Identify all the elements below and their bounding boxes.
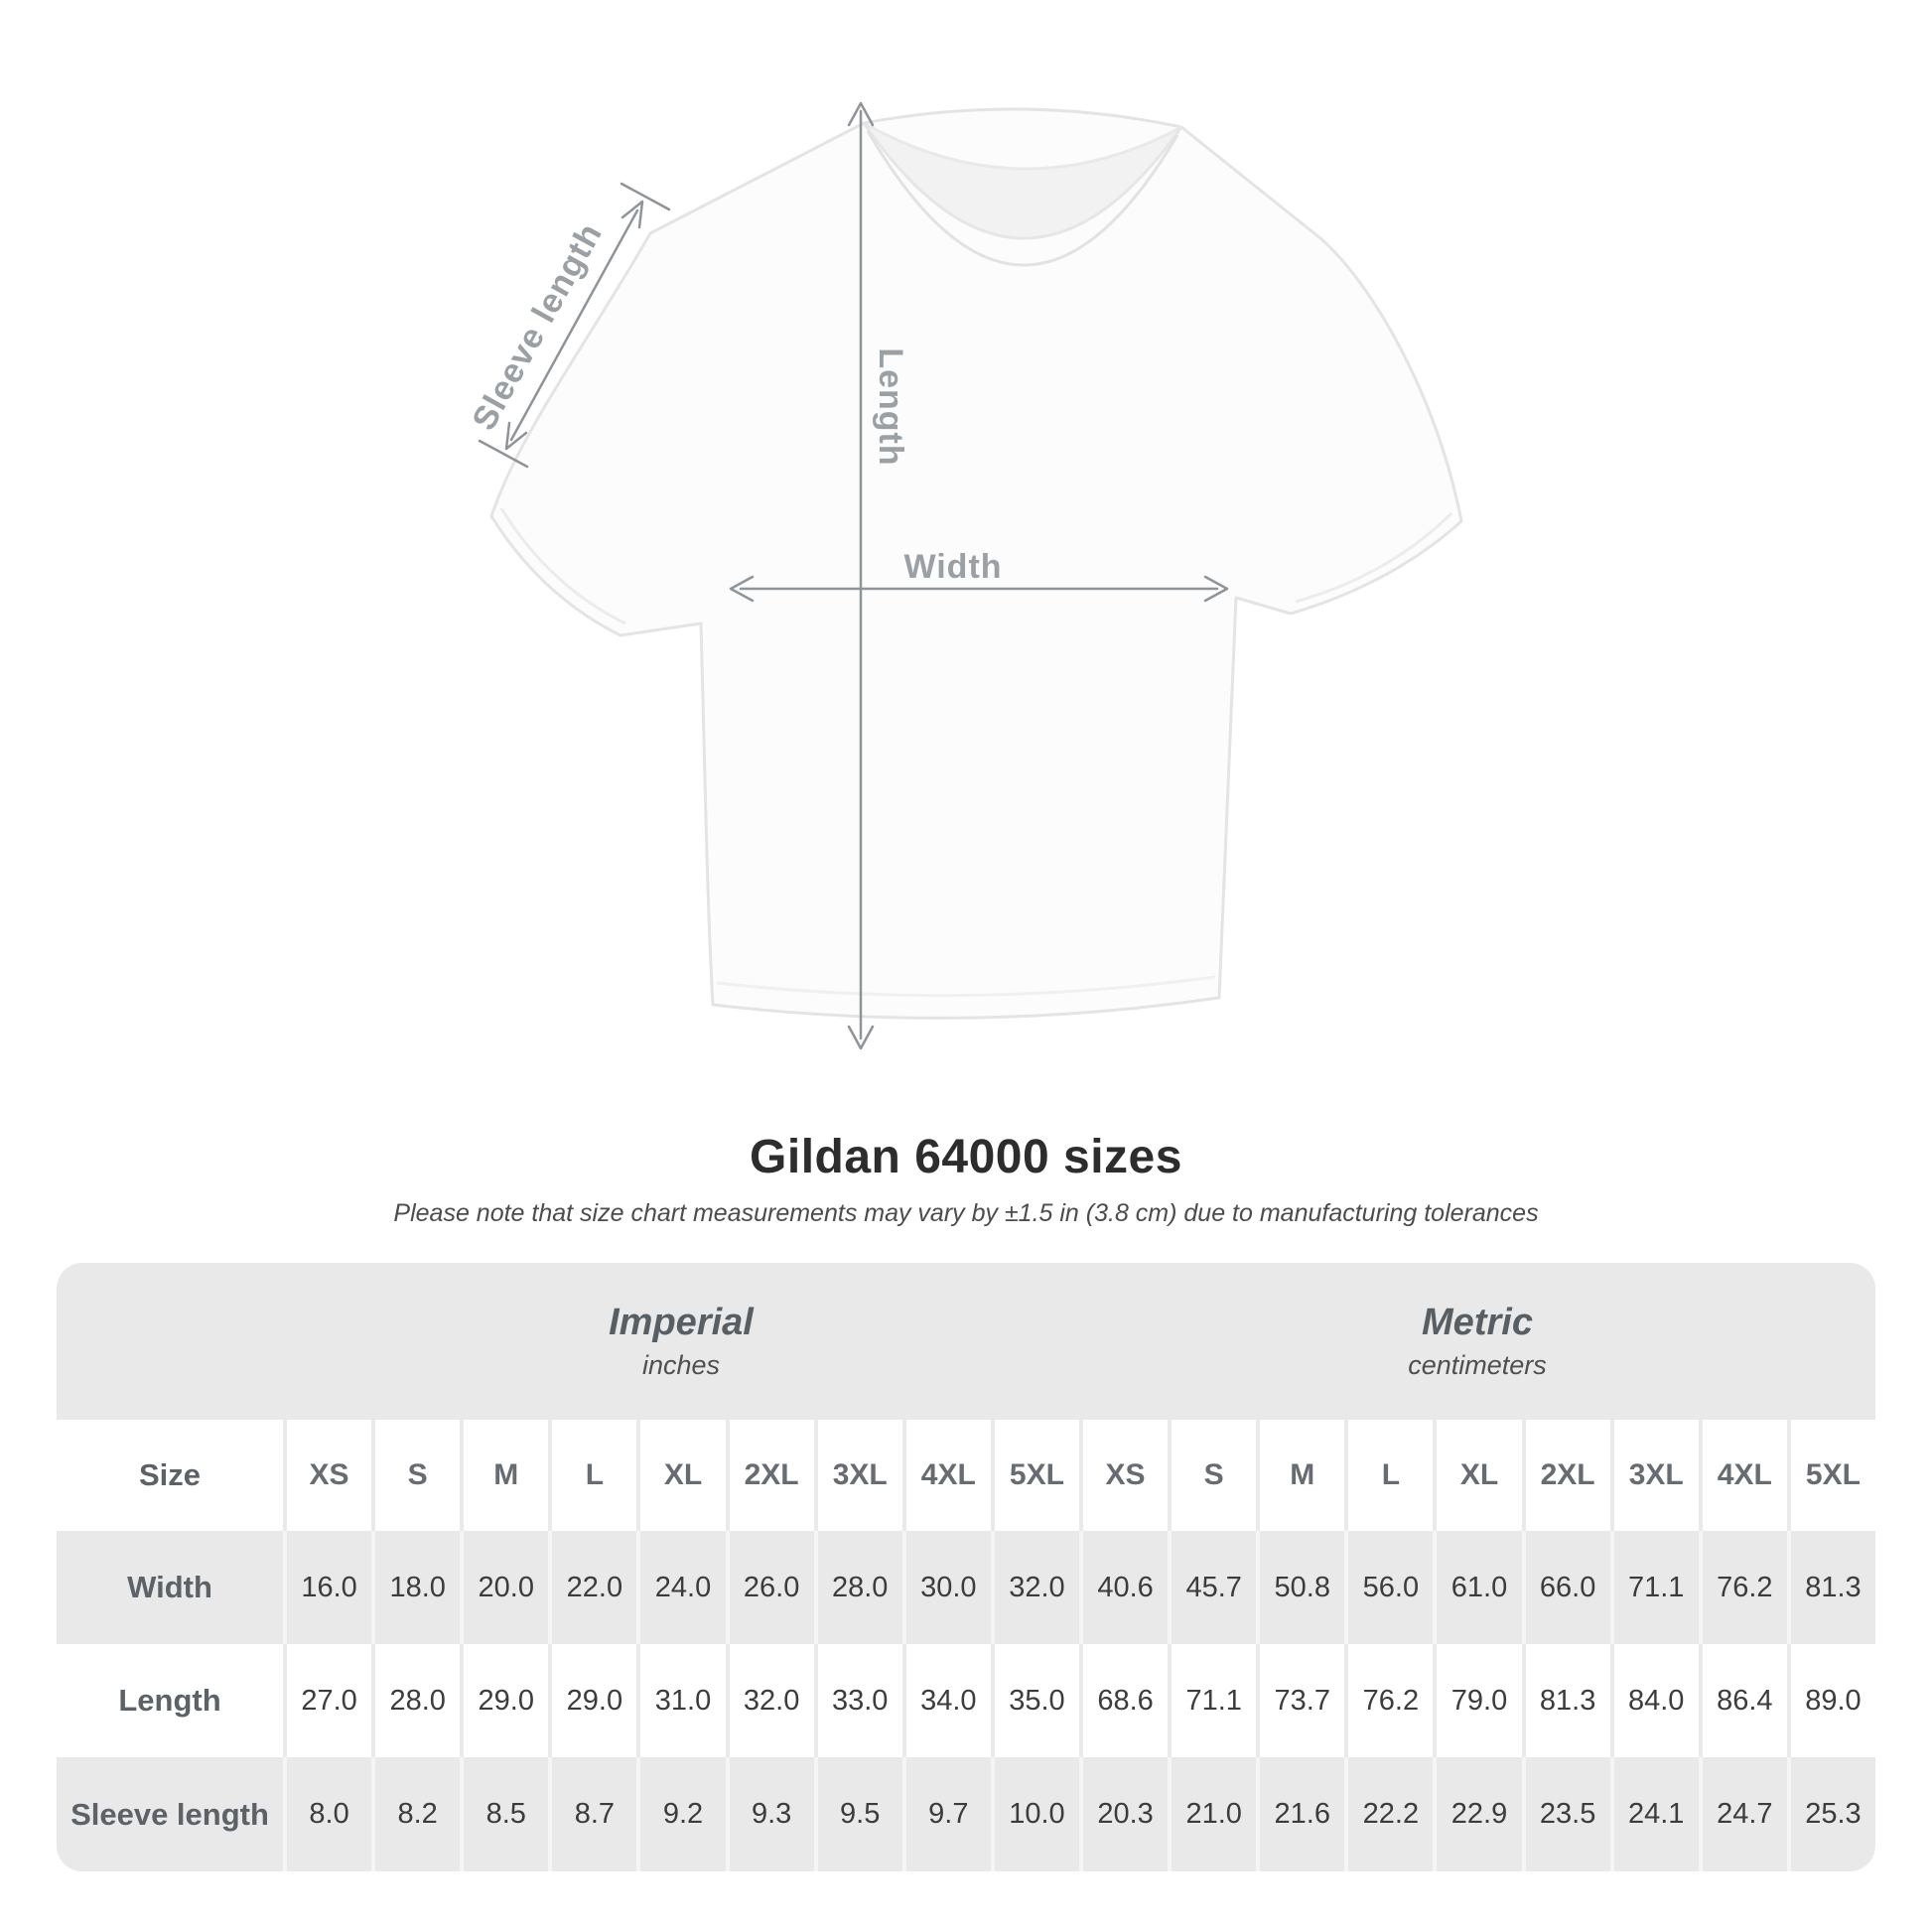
size-header-cell: M xyxy=(460,1420,549,1531)
row-label: Sleeve length xyxy=(57,1757,283,1871)
measurement-cell: 24.1 xyxy=(1609,1757,1699,1871)
length-arrow xyxy=(847,101,875,1050)
measurement-cell: 8.0 xyxy=(283,1757,372,1871)
metric-sublabel: centimeters xyxy=(1408,1350,1547,1380)
measurement-cell: 56.0 xyxy=(1344,1531,1434,1644)
measurement-cell: 45.7 xyxy=(1168,1531,1257,1644)
sleeve-length-arrow xyxy=(478,182,671,469)
size-header-cell: 5XL xyxy=(1786,1420,1875,1531)
measurement-cell: 28.0 xyxy=(813,1531,902,1644)
size-header-cell: XS xyxy=(1079,1420,1169,1531)
metric-label: Metric xyxy=(1422,1302,1533,1343)
measurement-cell: 33.0 xyxy=(813,1644,902,1757)
size-header-cell: XS xyxy=(283,1420,372,1531)
measurement-cell: 68.6 xyxy=(1079,1644,1169,1757)
measurement-cell: 71.1 xyxy=(1609,1531,1699,1644)
measurement-cell: 9.3 xyxy=(725,1757,814,1871)
measurement-cell: 22.0 xyxy=(548,1531,637,1644)
measurement-cell: 24.7 xyxy=(1698,1757,1787,1871)
measurement-cell: 24.0 xyxy=(636,1531,726,1644)
tshirt-measurement-diagram: Sleeve length Length Width xyxy=(465,101,1463,1050)
size-header-cell: 2XL xyxy=(1521,1420,1610,1531)
size-header-cell: S xyxy=(1168,1420,1257,1531)
measurement-cell: 8.2 xyxy=(371,1757,461,1871)
measurement-cell: 29.0 xyxy=(460,1644,549,1757)
measurement-cell: 9.5 xyxy=(813,1757,902,1871)
size-header-cell: S xyxy=(371,1420,461,1531)
measurement-cell: 26.0 xyxy=(725,1531,814,1644)
size-header-cell: M xyxy=(1256,1420,1345,1531)
measurement-cell: 76.2 xyxy=(1344,1644,1434,1757)
measurement-cell: 32.0 xyxy=(725,1644,814,1757)
measurement-cell: 16.0 xyxy=(283,1531,372,1644)
size-header-cell: XL xyxy=(1433,1420,1522,1531)
measurement-cell: 32.0 xyxy=(990,1531,1079,1644)
unit-band-spacer xyxy=(57,1263,283,1420)
measurement-cell: 89.0 xyxy=(1786,1644,1875,1757)
measurement-cell: 71.1 xyxy=(1168,1644,1257,1757)
measurement-cell: 8.5 xyxy=(460,1757,549,1871)
size-header-cell: 4XL xyxy=(901,1420,991,1531)
measurement-cell: 10.0 xyxy=(990,1757,1079,1871)
measurement-cell: 31.0 xyxy=(636,1644,726,1757)
size-header-cell: 5XL xyxy=(990,1420,1079,1531)
measurement-cell: 9.2 xyxy=(636,1757,726,1871)
imperial-unit-header: Imperial inches xyxy=(283,1263,1079,1420)
measurement-cell: 22.9 xyxy=(1433,1757,1522,1871)
measurement-cell: 21.6 xyxy=(1256,1757,1345,1871)
size-column-header: Size xyxy=(57,1420,283,1531)
measurement-cell: 9.7 xyxy=(901,1757,991,1871)
size-header-cell: L xyxy=(548,1420,637,1531)
measurement-cell: 25.3 xyxy=(1786,1757,1875,1871)
measurement-cell: 20.3 xyxy=(1079,1757,1169,1871)
measurement-cell: 84.0 xyxy=(1609,1644,1699,1757)
measurement-cell: 34.0 xyxy=(901,1644,991,1757)
imperial-label: Imperial xyxy=(609,1302,754,1343)
width-label: Width xyxy=(903,548,1002,586)
measurement-cell: 20.0 xyxy=(460,1531,549,1644)
row-label: Length xyxy=(57,1644,283,1757)
size-header-cell: L xyxy=(1344,1420,1434,1531)
measurement-cell: 27.0 xyxy=(283,1644,372,1757)
length-label: Length xyxy=(872,347,909,466)
measurement-cell: 76.2 xyxy=(1698,1531,1787,1644)
size-header-cell: 3XL xyxy=(1609,1420,1699,1531)
metric-unit-header: Metric centimeters xyxy=(1079,1263,1875,1420)
measurement-cell: 28.0 xyxy=(371,1644,461,1757)
size-header-cell: 3XL xyxy=(813,1420,902,1531)
tolerance-note: Please note that size chart measurements… xyxy=(393,1199,1539,1227)
measurement-cell: 61.0 xyxy=(1433,1531,1522,1644)
measurement-cell: 29.0 xyxy=(548,1644,637,1757)
size-header-cell: 4XL xyxy=(1698,1420,1787,1531)
size-table: Imperial inches Metric centimeters Size … xyxy=(57,1263,1875,1871)
measurement-cell: 40.6 xyxy=(1079,1531,1169,1644)
size-header-cell: XL xyxy=(636,1420,726,1531)
measurement-cell: 50.8 xyxy=(1256,1531,1345,1644)
measurement-cell: 21.0 xyxy=(1168,1757,1257,1871)
measurement-cell: 8.7 xyxy=(548,1757,637,1871)
imperial-sublabel: inches xyxy=(641,1350,721,1380)
page-title: Gildan 64000 sizes xyxy=(750,1131,1182,1183)
measurement-cell: 66.0 xyxy=(1521,1531,1610,1644)
measurement-cell: 23.5 xyxy=(1521,1757,1610,1871)
size-header-cell: 2XL xyxy=(725,1420,814,1531)
row-label: Width xyxy=(57,1531,283,1644)
measurement-cell: 18.0 xyxy=(371,1531,461,1644)
measurement-cell: 35.0 xyxy=(990,1644,1079,1757)
measurement-cell: 81.3 xyxy=(1521,1644,1610,1757)
measurement-cell: 22.2 xyxy=(1344,1757,1434,1871)
tshirt-graphic xyxy=(489,107,1463,1020)
measurement-cell: 30.0 xyxy=(901,1531,991,1644)
measurement-cell: 79.0 xyxy=(1433,1644,1522,1757)
measurement-cell: 73.7 xyxy=(1256,1644,1345,1757)
measurement-cell: 86.4 xyxy=(1698,1644,1787,1757)
measurement-cell: 81.3 xyxy=(1786,1531,1875,1644)
width-arrow xyxy=(729,575,1229,603)
